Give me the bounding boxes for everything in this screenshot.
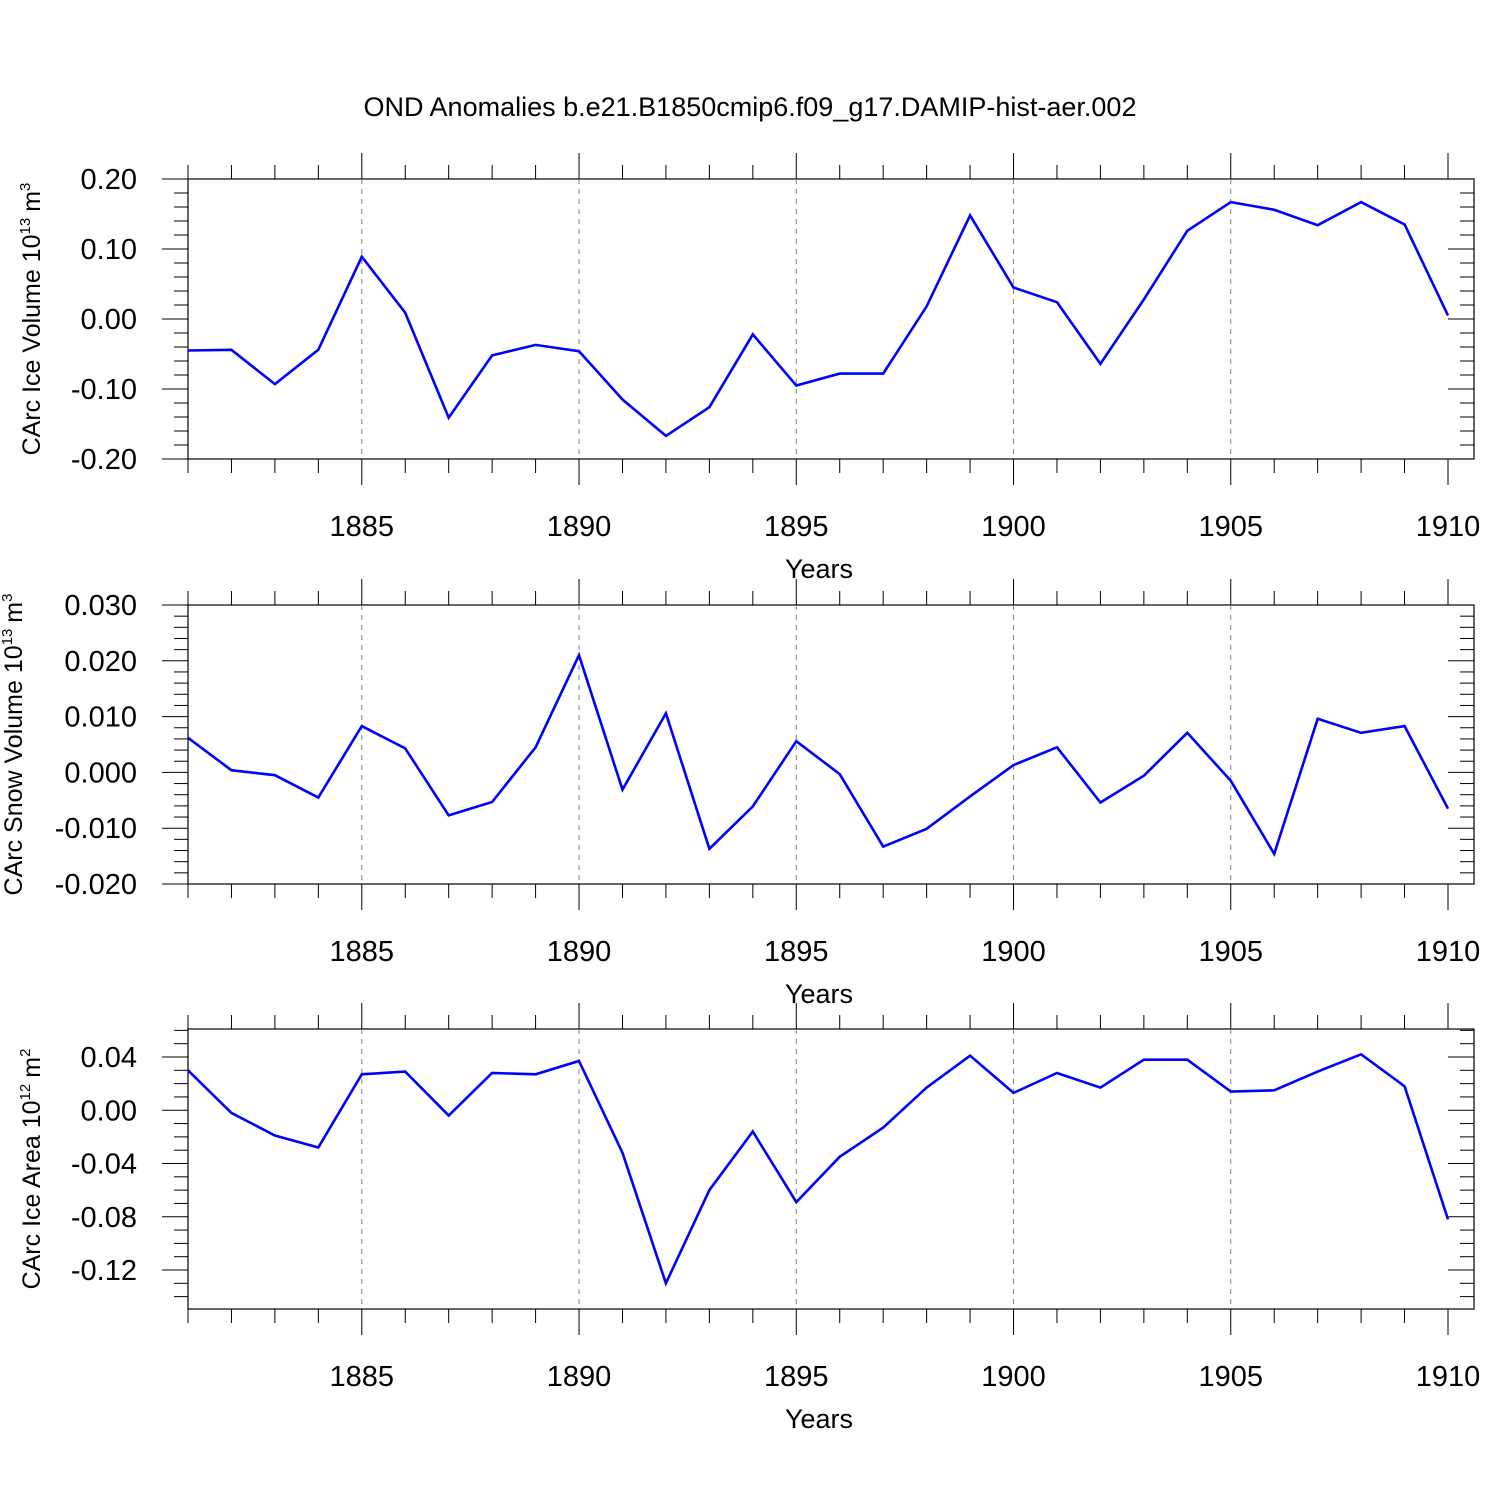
x-tick-label: 1910 — [1416, 1361, 1481, 1393]
x-tick-label: 1890 — [547, 936, 612, 968]
x-tick-label: 1910 — [1416, 936, 1481, 968]
y-tick-label: -0.12 — [71, 1255, 137, 1287]
y-axis-label: CArc Ice Area 1012 m2 — [17, 1049, 46, 1290]
y-tick-label: -0.20 — [71, 444, 137, 476]
x-tick-label: 1890 — [547, 1361, 612, 1393]
y-axis-label-unit: m — [18, 1057, 46, 1078]
y-axis-label-exponent: 13 — [0, 629, 16, 646]
y-axis-label-unit-exponent: 3 — [17, 183, 34, 191]
y-axis-label-exponent: 13 — [17, 218, 34, 235]
y-tick-label: 0.00 — [81, 304, 137, 336]
x-tick-label: 1905 — [1199, 511, 1264, 543]
y-axis-label-exponent: 12 — [17, 1084, 34, 1101]
y-tick-label: 0.000 — [64, 757, 137, 789]
x-tick-label: 1905 — [1199, 1361, 1264, 1393]
y-tick-label: -0.010 — [55, 813, 137, 845]
plot-frame — [187, 604, 1475, 885]
x-tick-label: 1900 — [981, 511, 1046, 543]
x-axis-label: Years — [785, 979, 853, 1009]
y-tick-label: 0.20 — [81, 164, 137, 196]
y-tick-label: 0.04 — [81, 1042, 137, 1074]
chart-panel-1: 1885 1890 1895 1900 1905 1910 Years -0.20 -0.10 0… — [17, 153, 1480, 584]
y-tick-label: 0.10 — [81, 234, 137, 266]
y-axis-label-unit: m — [18, 191, 46, 212]
y-axis-label: CArc Snow Volume 1013 m3 — [0, 594, 28, 896]
y-tick-label: -0.020 — [55, 869, 137, 901]
y-axis-label-text: CArc Ice Area 10 — [18, 1100, 46, 1289]
y-tick-label: 0.020 — [64, 646, 137, 678]
x-axis-label: Years — [785, 554, 853, 584]
series-line — [187, 651, 1450, 858]
y-axis-label-unit-exponent: 3 — [0, 594, 16, 602]
y-tick-label: -0.08 — [71, 1202, 137, 1234]
x-tick-label: 1905 — [1199, 936, 1264, 968]
series-line — [187, 1052, 1450, 1287]
y-tick-label: 0.00 — [81, 1095, 137, 1127]
x-tick-label: 1885 — [330, 936, 395, 968]
y-axis-label-text: CArc Ice Volume 10 — [18, 234, 46, 455]
y-tick-label: -0.04 — [71, 1149, 137, 1181]
x-tick-label: 1900 — [981, 1361, 1046, 1393]
y-axis-label-unit-exponent: 2 — [17, 1049, 34, 1057]
plot-frame — [187, 178, 1475, 460]
x-tick-label: 1890 — [547, 511, 612, 543]
x-tick-label: 1895 — [764, 1361, 829, 1393]
figure-title: OND Anomalies b.e21.B1850cmip6.f09_g17.D… — [364, 92, 1137, 122]
y-tick-label: 0.010 — [64, 702, 137, 734]
panels: 1885 1890 1895 1900 1905 1910 Years -0.20 -0.10 0… — [0, 153, 1480, 1434]
x-tick-label: 1885 — [330, 1361, 395, 1393]
y-tick-label: -0.10 — [71, 374, 137, 406]
x-tick-label: 1885 — [330, 511, 395, 543]
series-line — [187, 200, 1450, 438]
x-tick-label: 1910 — [1416, 511, 1481, 543]
plot-frame — [187, 1028, 1475, 1310]
y-tick-label: 0.030 — [64, 590, 137, 622]
chart-panel-2: 1885 1890 1895 1900 1905 1910 Years -0.020 -0.01… — [0, 579, 1480, 1009]
x-axis-label: Years — [785, 1404, 853, 1434]
chart-panel-3: 1885 1890 1895 1900 1905 1910 Years -0.12 -0.08 -… — [17, 1003, 1480, 1434]
x-tick-label: 1895 — [764, 936, 829, 968]
y-axis-label: CArc Ice Volume 1013 m3 — [17, 183, 46, 456]
y-axis-label-text: CArc Snow Volume 10 — [0, 645, 28, 895]
x-tick-label: 1895 — [764, 511, 829, 543]
x-tick-label: 1900 — [981, 936, 1046, 968]
y-axis-label-unit: m — [0, 602, 28, 623]
